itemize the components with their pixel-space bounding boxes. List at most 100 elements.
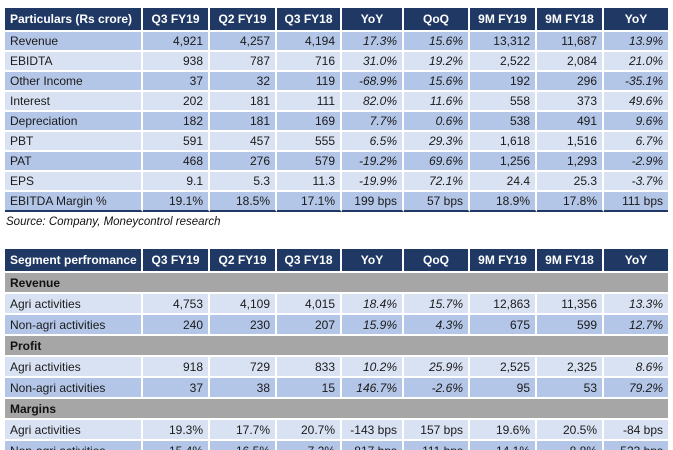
row-label: Other Income	[5, 70, 143, 90]
value-cell: 457	[210, 130, 277, 150]
value-cell: 24.4	[470, 170, 537, 190]
value-cell: 207	[277, 313, 342, 334]
value-cell: 13,312	[470, 30, 537, 50]
value-cell: 523 bps	[604, 439, 668, 450]
value-cell: 38	[210, 376, 277, 397]
value-cell: 729	[210, 355, 277, 376]
value-cell: 95	[470, 376, 537, 397]
value-cell: 72.1%	[404, 170, 470, 190]
value-cell: 69.6%	[404, 150, 470, 170]
value-cell: 8.6%	[604, 355, 668, 376]
row-label: EBITDA Margin %	[5, 190, 143, 212]
value-cell: 230	[210, 313, 277, 334]
value-cell: 13.9%	[604, 30, 668, 50]
value-cell: 5.3	[210, 170, 277, 190]
value-cell: 591	[143, 130, 210, 150]
value-cell: 15.7%	[404, 292, 470, 313]
column-header: YoY	[604, 8, 668, 30]
value-cell: 11,356	[537, 292, 604, 313]
column-header: Q3 FY18	[277, 249, 342, 271]
value-cell: -2.6%	[404, 376, 470, 397]
value-cell: 2,084	[537, 50, 604, 70]
value-cell: 1,293	[537, 150, 604, 170]
row-label: Agri activities	[5, 418, 143, 439]
value-cell: 79.2%	[604, 376, 668, 397]
value-cell: 9.6%	[604, 110, 668, 130]
value-cell: 37	[143, 376, 210, 397]
value-cell: 181	[210, 90, 277, 110]
value-cell: 468	[143, 150, 210, 170]
value-cell: 199 bps	[342, 190, 404, 212]
table-row: PBT 591 457 555 6.5% 29.3% 1,618 1,516 6.7%	[5, 130, 668, 150]
value-cell: -143 bps	[342, 418, 404, 439]
column-header: YoY	[342, 249, 404, 271]
column-header: QoQ	[404, 8, 470, 30]
value-cell: 17.3%	[342, 30, 404, 50]
value-cell: 10.2%	[342, 355, 404, 376]
value-cell: 19.1%	[143, 190, 210, 212]
value-cell: 17.7%	[210, 418, 277, 439]
value-cell: 119	[277, 70, 342, 90]
section-header-row: Profit	[5, 334, 668, 355]
value-cell: 29.3%	[404, 130, 470, 150]
column-header: 9M FY19	[470, 249, 537, 271]
column-header: 9M FY18	[537, 8, 604, 30]
table-row: Depreciation 182 181 169 7.7% 0.6% 538 491 9.6%	[5, 110, 668, 130]
value-cell: 599	[537, 313, 604, 334]
value-cell: 31.0%	[342, 50, 404, 70]
value-cell: -2.9%	[604, 150, 668, 170]
value-cell: 2,325	[537, 355, 604, 376]
value-cell: 558	[470, 90, 537, 110]
value-cell: 4,194	[277, 30, 342, 50]
value-cell: 240	[143, 313, 210, 334]
row-label: EPS	[5, 170, 143, 190]
column-header: Q3 FY19	[143, 8, 210, 30]
value-cell: 538	[470, 110, 537, 130]
segment-performance-section: Segment perfromance Q3 FY19 Q2 FY19 Q3 FY18…	[5, 249, 668, 450]
value-cell: 25.3	[537, 170, 604, 190]
value-cell: 12,863	[470, 292, 537, 313]
value-cell: 0.6%	[404, 110, 470, 130]
table-row: Agri activities 918 729 833 10.2% 25.9% 2,525 2…	[5, 355, 668, 376]
value-cell: 15.6%	[404, 70, 470, 90]
value-cell: 6.7%	[604, 130, 668, 150]
column-header: YoY	[604, 249, 668, 271]
value-cell: 15	[277, 376, 342, 397]
value-cell: 4.3%	[404, 313, 470, 334]
value-cell: 16.5%	[210, 439, 277, 450]
value-cell: 15.6%	[404, 30, 470, 50]
value-cell: 181	[210, 110, 277, 130]
value-cell: 833	[277, 355, 342, 376]
value-cell: 787	[210, 50, 277, 70]
value-cell: 15.4%	[143, 439, 210, 450]
table-title-header: Segment perfromance	[5, 249, 143, 271]
row-label: Depreciation	[5, 110, 143, 130]
section-header-label: Margins	[5, 397, 668, 418]
value-cell: 4,109	[210, 292, 277, 313]
value-cell: 202	[143, 90, 210, 110]
row-label: Agri activities	[5, 292, 143, 313]
row-label: Non-agri activities	[5, 376, 143, 397]
column-header: Q2 FY19	[210, 249, 277, 271]
value-cell: 6.5%	[342, 130, 404, 150]
value-cell: 32	[210, 70, 277, 90]
row-label: PBT	[5, 130, 143, 150]
value-cell: 111 bps	[604, 190, 668, 212]
row-label: Non-agri activities	[5, 439, 143, 450]
table-row: Non-agri activities 240 230 207 15.9% 4.3% 675…	[5, 313, 668, 334]
value-cell: 18.9%	[470, 190, 537, 212]
column-header: 9M FY18	[537, 249, 604, 271]
value-cell: 53	[537, 376, 604, 397]
value-cell: 4,921	[143, 30, 210, 50]
value-cell: 21.0%	[604, 50, 668, 70]
header-row: Segment perfromance Q3 FY19 Q2 FY19 Q3 FY18…	[5, 249, 668, 271]
table-row: PAT 468 276 579 -19.2% 69.6% 1,256 1,293 -2.9%	[5, 150, 668, 170]
value-cell: -19.2%	[342, 150, 404, 170]
value-cell: 182	[143, 110, 210, 130]
value-cell: -111 bps	[404, 439, 470, 450]
value-cell: 15.9%	[342, 313, 404, 334]
section-header-label: Profit	[5, 334, 668, 355]
value-cell: 579	[277, 150, 342, 170]
value-cell: 9.1	[143, 170, 210, 190]
